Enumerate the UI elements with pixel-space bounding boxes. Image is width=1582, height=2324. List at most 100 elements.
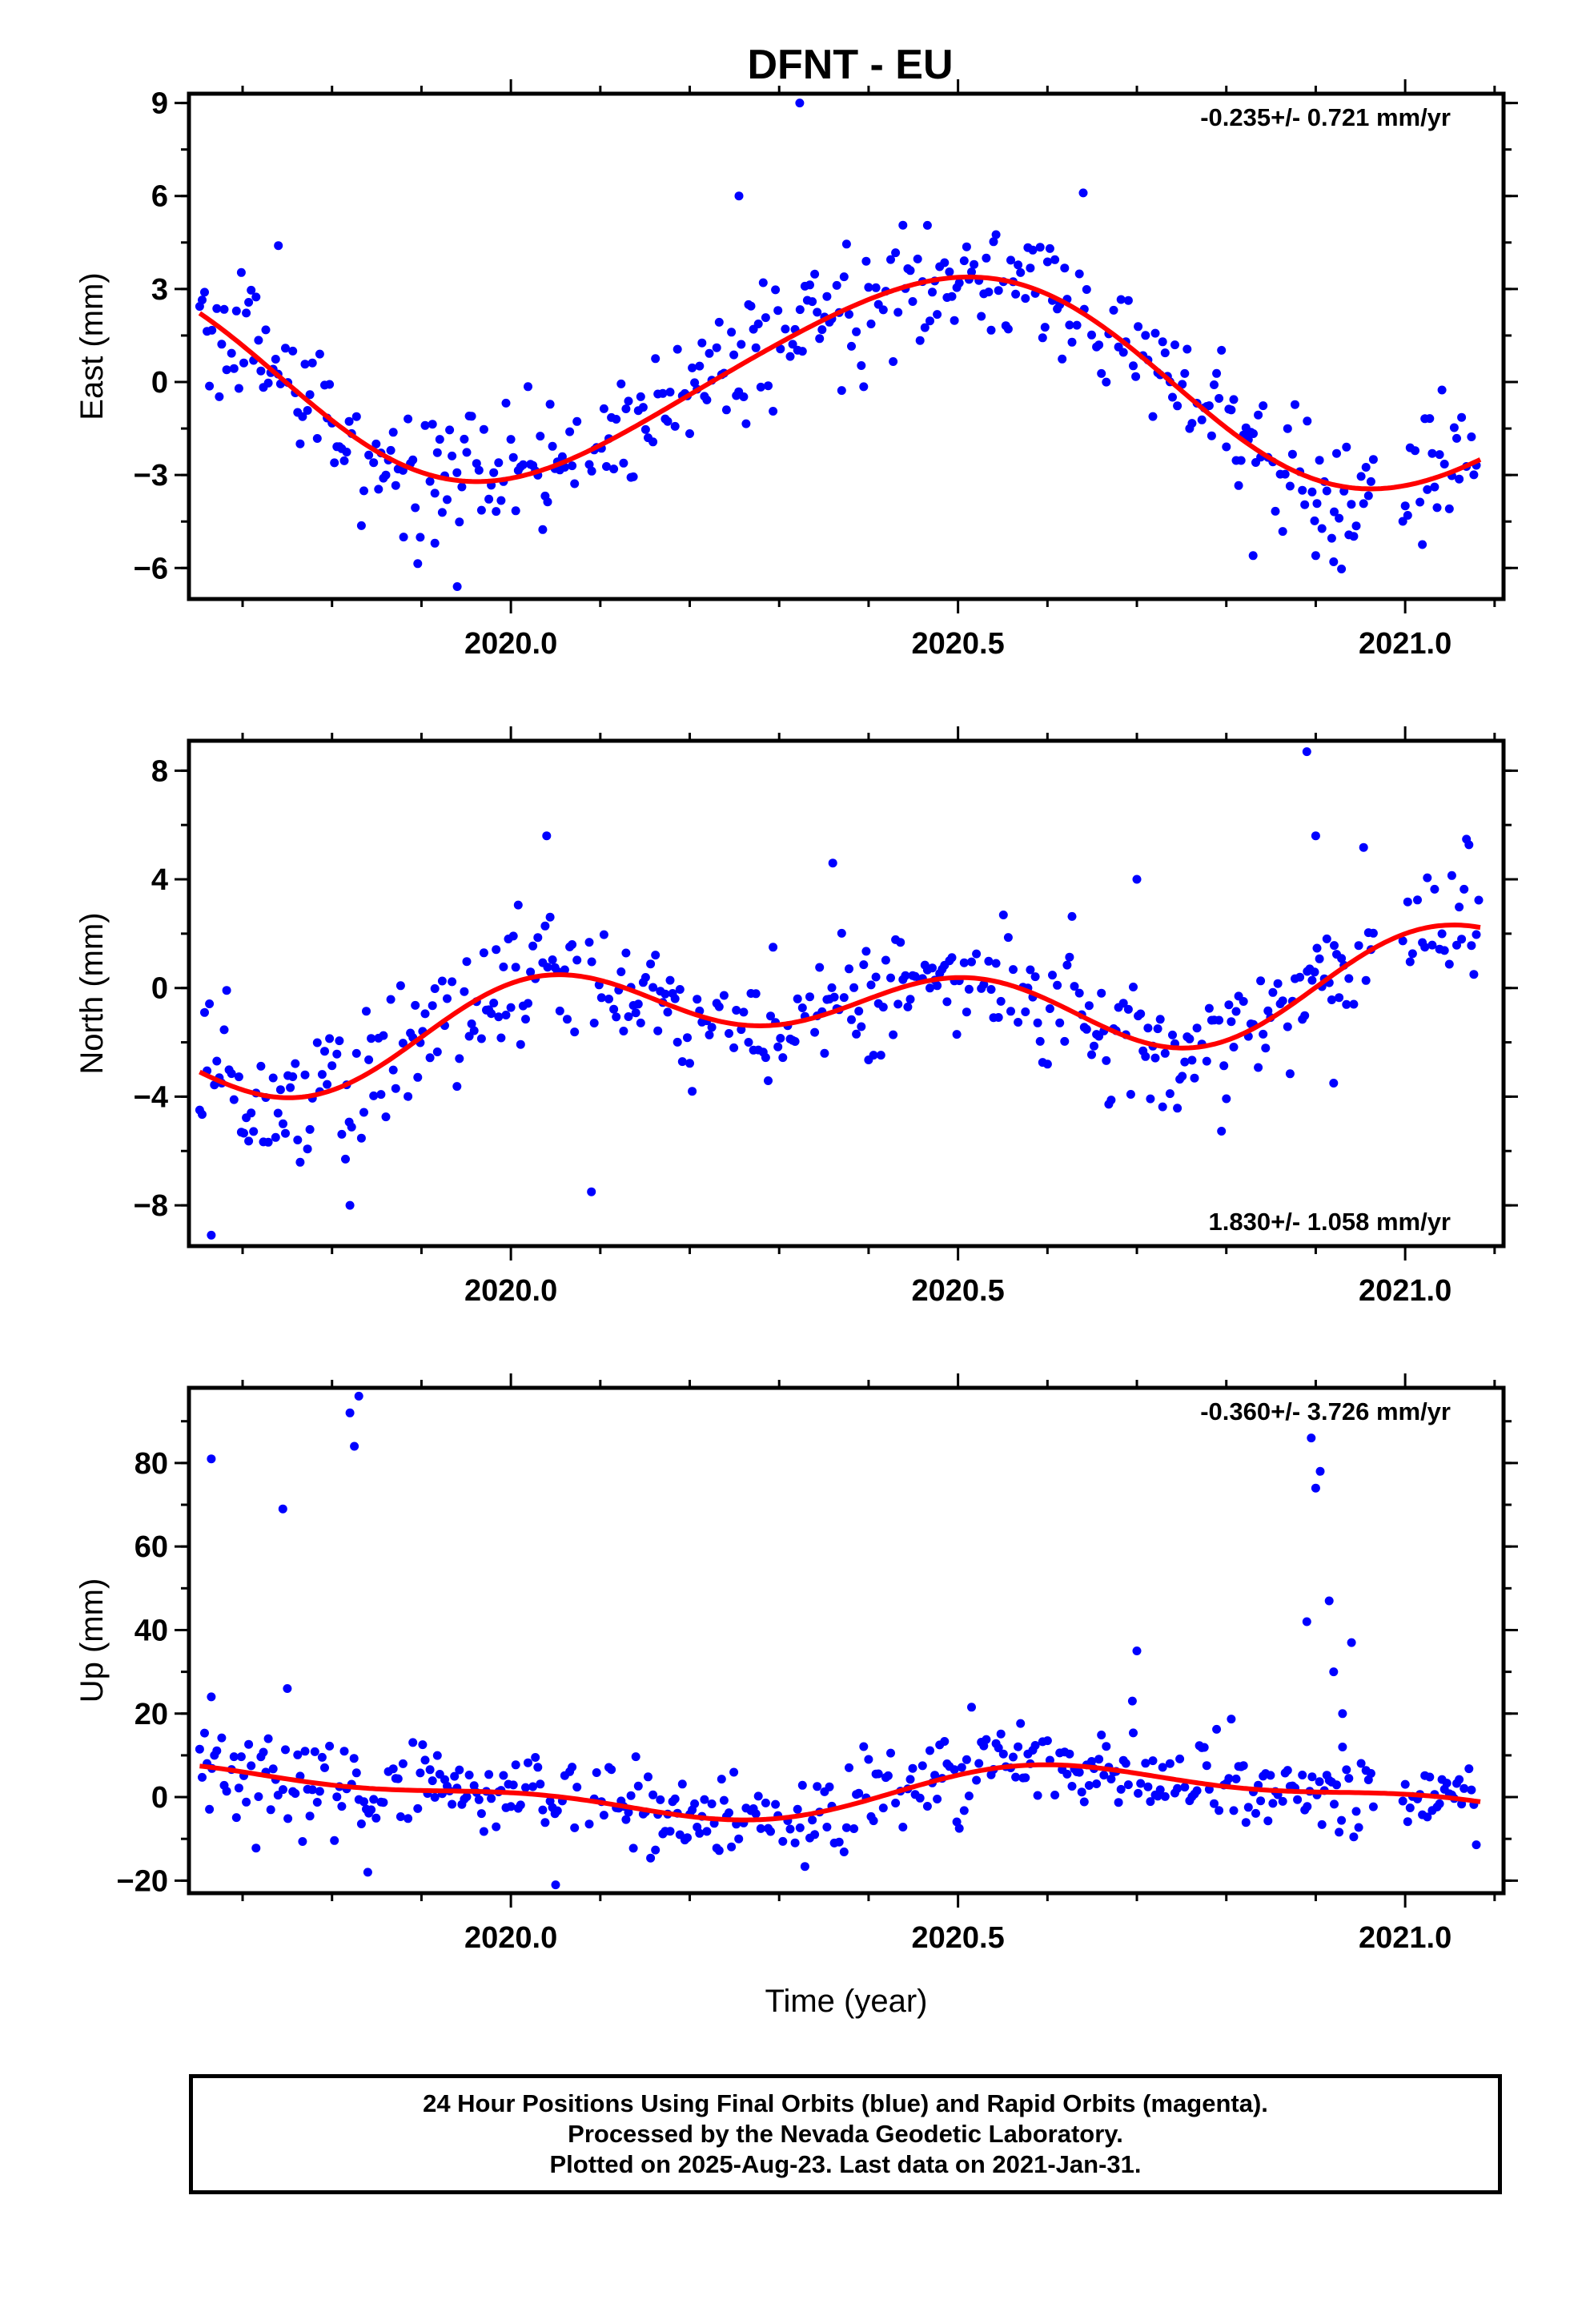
data-point [325, 1034, 335, 1043]
data-point [1400, 1779, 1410, 1789]
data-point [917, 1761, 927, 1771]
data-point [337, 1129, 347, 1139]
data-point [1368, 455, 1378, 464]
data-point [271, 1132, 280, 1142]
data-point [1134, 1788, 1143, 1798]
data-point [1199, 1743, 1209, 1752]
data-point [926, 1746, 934, 1755]
data-point [998, 911, 1008, 919]
data-point [599, 1811, 608, 1820]
data-point [1398, 936, 1407, 946]
data-point [538, 525, 548, 534]
data-point [587, 957, 596, 967]
data-point [484, 494, 494, 504]
data-point [524, 999, 532, 1008]
data-point [545, 912, 555, 922]
data-point [1143, 1782, 1153, 1791]
data-point [640, 424, 650, 434]
y-tick-label: 4 [151, 863, 168, 897]
data-point [1432, 503, 1442, 513]
data-point [1003, 933, 1013, 943]
data-point [1058, 354, 1067, 364]
panel-east: 2020.0 2020.5 2021.0 9 6 3 0 −3 −6 East (mm) -0.23… [74, 79, 1518, 661]
data-point [1239, 1761, 1248, 1771]
data-point [940, 1737, 950, 1746]
y-axis-label: North (mm) [74, 912, 110, 1074]
data-point [1155, 1785, 1165, 1795]
footer-line-1: 24 Hour Positions Using Final Orbits (bl… [423, 2089, 1268, 2117]
data-point [420, 420, 430, 430]
data-point [841, 239, 851, 249]
data-point [1229, 395, 1239, 404]
data-point [996, 996, 1006, 1006]
data-point [677, 1779, 687, 1789]
data-point [631, 1008, 640, 1018]
fit-curve-east [198, 274, 1482, 492]
data-point [714, 1846, 724, 1856]
data-point [1398, 517, 1407, 526]
data-point [506, 435, 516, 444]
data-point [905, 1775, 915, 1784]
data-point [1330, 507, 1339, 517]
x-tick-label: 2021.0 [1359, 627, 1452, 661]
data-point [1327, 533, 1336, 543]
data-point [920, 323, 930, 332]
data-point [1403, 511, 1412, 520]
data-point [665, 975, 675, 985]
data-point [1366, 476, 1375, 486]
data-point [362, 1007, 371, 1016]
data-point [859, 1742, 869, 1751]
data-point [413, 1803, 423, 1813]
data-point [1158, 1763, 1167, 1772]
data-point [327, 1061, 337, 1071]
data-point [764, 1076, 773, 1085]
data-point [1204, 1003, 1214, 1013]
data-point [947, 953, 957, 963]
data-point [1118, 348, 1128, 357]
data-point [967, 267, 976, 277]
data-point [1403, 1817, 1412, 1827]
data-point [619, 458, 628, 468]
data-point [793, 1804, 802, 1814]
data-point [1285, 481, 1295, 491]
data-point [457, 482, 467, 492]
data-point [996, 1729, 1006, 1739]
data-point [1132, 875, 1142, 884]
data-point [1342, 999, 1351, 1009]
data-point [869, 1051, 878, 1060]
data-point [1042, 257, 1052, 267]
data-point [1055, 1018, 1065, 1027]
data-point [1307, 487, 1317, 497]
data-point [356, 1133, 366, 1143]
data-point [776, 1034, 785, 1043]
data-point [636, 392, 645, 401]
data-point [991, 959, 1001, 968]
data-point [396, 1812, 405, 1821]
data-point [379, 1031, 388, 1040]
data-point [1449, 423, 1459, 432]
data-point [1460, 1783, 1469, 1793]
data-point [1236, 456, 1246, 465]
data-point [727, 328, 737, 337]
data-point [962, 1007, 971, 1017]
data-point [1302, 1617, 1311, 1626]
data-point [1256, 1796, 1266, 1806]
data-point [1349, 999, 1359, 1009]
data-point [432, 1751, 442, 1760]
data-point [1026, 965, 1035, 975]
data-point [455, 1765, 464, 1775]
data-point [291, 1789, 300, 1798]
data-point [341, 1154, 350, 1164]
data-point [1132, 1647, 1142, 1655]
data-point [1042, 1736, 1052, 1746]
data-point [499, 962, 508, 971]
y-tick-label: 6 [151, 180, 168, 214]
data-point [1038, 333, 1047, 343]
data-point [871, 283, 881, 292]
data-point [677, 1057, 687, 1067]
data-point [293, 1136, 303, 1144]
data-point [984, 956, 994, 966]
data-point [1415, 497, 1425, 507]
data-point [207, 1454, 216, 1464]
data-point [1338, 1709, 1347, 1719]
